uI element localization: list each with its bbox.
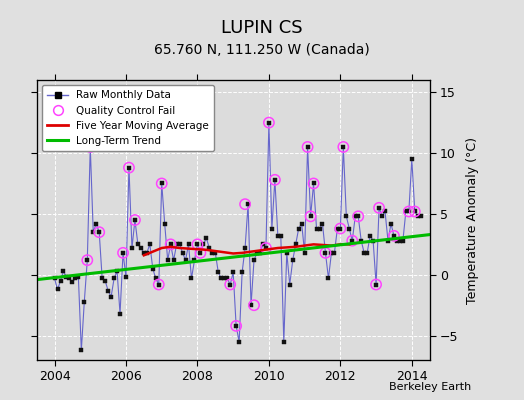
Point: [232, 323, 241, 329]
Text: Berkeley Earth: Berkeley Earth: [389, 382, 472, 392]
Point: [348, 238, 356, 244]
Point: [321, 250, 330, 256]
Text: 65.760 N, 111.250 W (Canada): 65.760 N, 111.250 W (Canada): [154, 43, 370, 57]
Point: [226, 281, 234, 288]
Point: [405, 208, 413, 215]
Point: [241, 201, 249, 207]
Point: [336, 225, 345, 232]
Point: [307, 213, 315, 220]
Point: [86, 144, 94, 150]
Point: [271, 177, 279, 183]
Point: [155, 281, 163, 288]
Legend: Raw Monthly Data, Quality Control Fail, Five Year Moving Average, Long-Term Tren: Raw Monthly Data, Quality Control Fail, …: [42, 85, 214, 151]
Point: [193, 241, 202, 248]
Point: [372, 281, 380, 288]
Point: [354, 213, 363, 220]
Point: [265, 120, 273, 126]
Point: [158, 180, 166, 187]
Point: [250, 302, 258, 308]
Point: [119, 250, 127, 256]
Point: [125, 164, 133, 171]
Point: [339, 144, 347, 150]
Point: [262, 245, 270, 251]
Point: [390, 233, 398, 239]
Point: [309, 180, 318, 187]
Point: [303, 144, 312, 150]
Point: [83, 257, 92, 263]
Point: [411, 208, 419, 215]
Point: [167, 241, 175, 248]
Y-axis label: Temperature Anomaly (°C): Temperature Anomaly (°C): [465, 136, 478, 304]
Text: LUPIN CS: LUPIN CS: [221, 19, 303, 37]
Point: [196, 250, 204, 256]
Point: [95, 229, 103, 235]
Point: [375, 205, 383, 211]
Point: [130, 217, 139, 223]
